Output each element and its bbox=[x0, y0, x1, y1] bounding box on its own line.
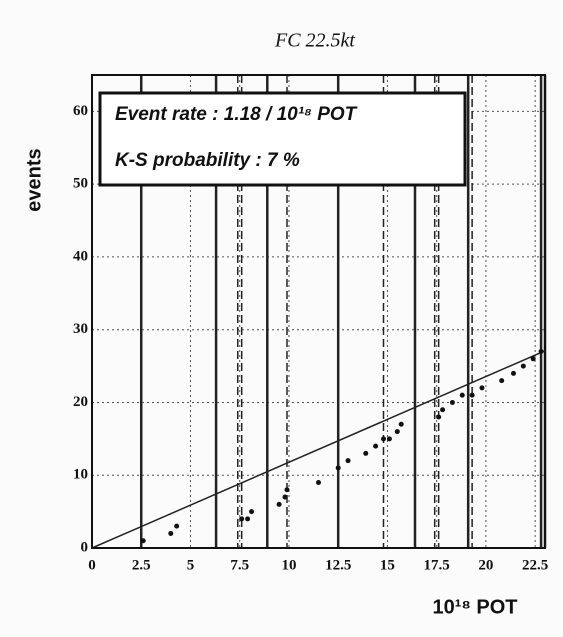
x-tick-label: 15 bbox=[380, 557, 395, 573]
point bbox=[440, 407, 446, 413]
point bbox=[140, 538, 146, 544]
annotation: K-S probability : 7 % bbox=[115, 150, 300, 171]
point bbox=[239, 516, 245, 522]
x-axis-label: 10¹⁸ POT bbox=[432, 596, 517, 618]
y-tick-label: 20 bbox=[73, 394, 88, 410]
x-tick-label: 0 bbox=[88, 557, 96, 573]
plot-frame bbox=[91, 74, 546, 549]
annotation: Event rate : 1.18 / 10¹⁸ POT bbox=[115, 104, 358, 125]
y-tick-label: 0 bbox=[81, 539, 89, 555]
point bbox=[380, 436, 386, 442]
x-tick-label: 17.5 bbox=[424, 557, 450, 573]
point bbox=[499, 378, 505, 384]
point bbox=[449, 399, 455, 405]
fit-line bbox=[91, 350, 546, 549]
point bbox=[345, 458, 351, 464]
point bbox=[363, 450, 369, 456]
x-tick-label: 22.5 bbox=[522, 557, 548, 573]
point bbox=[284, 487, 290, 493]
x-tick-label: 7.5 bbox=[230, 557, 249, 573]
x-tick-label: 20 bbox=[478, 557, 493, 573]
y-tick-label: 40 bbox=[73, 248, 88, 264]
point bbox=[394, 429, 400, 435]
x-tick-label: 12.5 bbox=[325, 557, 351, 573]
point bbox=[436, 414, 442, 420]
point bbox=[479, 385, 485, 391]
point bbox=[316, 480, 321, 486]
point bbox=[459, 392, 465, 398]
chart-title: FC 22.5kt bbox=[274, 30, 355, 52]
y-tick-label: 50 bbox=[73, 176, 88, 192]
x-tick-label: 2.5 bbox=[132, 557, 151, 573]
point bbox=[520, 363, 526, 369]
point bbox=[249, 509, 255, 515]
point bbox=[530, 356, 536, 362]
point bbox=[276, 501, 282, 507]
y-tick-label: 30 bbox=[73, 321, 88, 337]
point bbox=[386, 436, 392, 442]
y-tick-label: 10 bbox=[73, 467, 88, 483]
point bbox=[469, 392, 475, 398]
point bbox=[335, 465, 341, 471]
y-tick-label: 60 bbox=[73, 103, 88, 119]
y-axis-label: events bbox=[23, 148, 45, 211]
point bbox=[373, 443, 379, 449]
point bbox=[510, 370, 516, 376]
point bbox=[168, 530, 174, 536]
point bbox=[282, 494, 288, 500]
point bbox=[174, 523, 180, 529]
point bbox=[245, 516, 251, 522]
point bbox=[398, 421, 404, 427]
point bbox=[538, 349, 544, 355]
x-tick-label: 5 bbox=[187, 557, 195, 573]
legend-box bbox=[98, 91, 467, 187]
x-tick-label: 10 bbox=[281, 557, 296, 573]
